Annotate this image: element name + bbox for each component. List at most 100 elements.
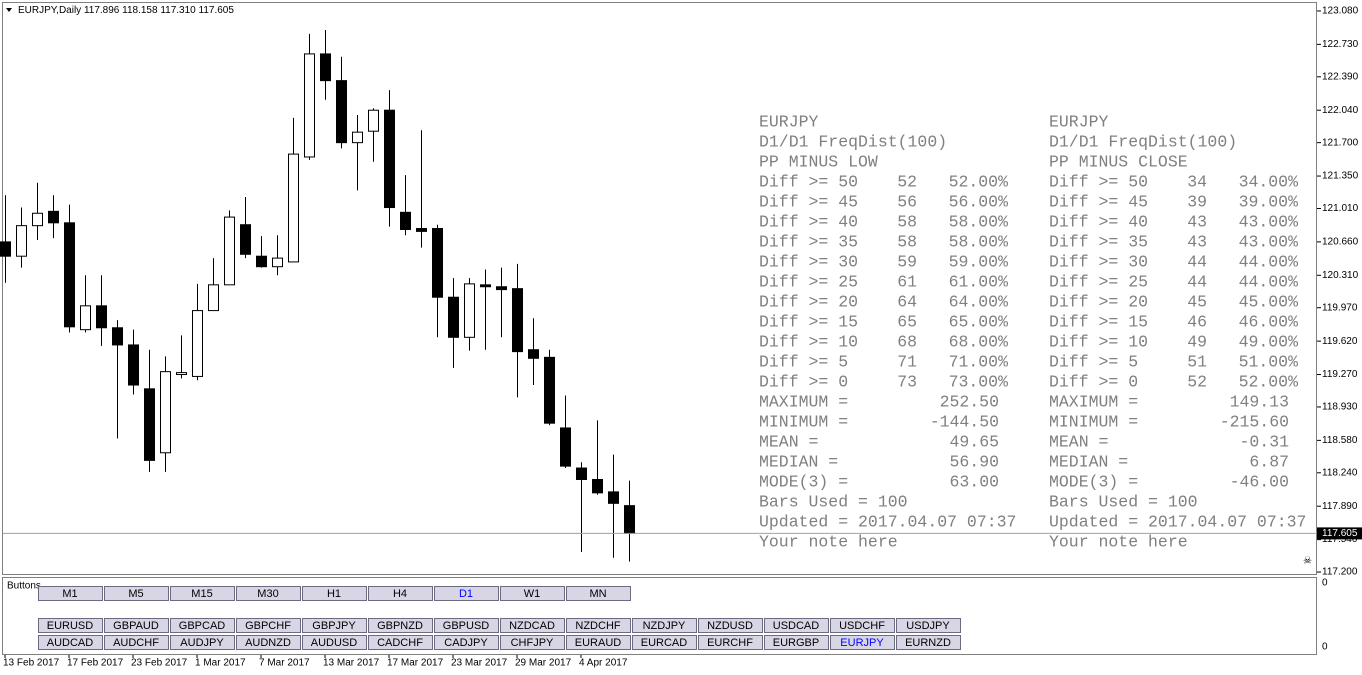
chart-frame [2, 2, 1317, 575]
button[interactable]: CADCHF [368, 635, 433, 650]
button-label: GBPJPY [312, 620, 356, 632]
stat-value: -0.31 [1239, 432, 1289, 451]
button[interactable]: USDCAD [764, 618, 829, 633]
button-label: H4 [393, 588, 407, 600]
freq-label: Diff >= 50 [759, 172, 858, 191]
button-label: M30 [257, 588, 278, 600]
candle-body [496, 286, 507, 291]
button[interactable]: EURCHF [698, 635, 763, 650]
button[interactable]: M30 [236, 586, 301, 601]
button[interactable]: NZDCAD [500, 618, 565, 633]
button[interactable]: EURJPY [830, 635, 895, 650]
freq-label: Diff >= 30 [1049, 252, 1148, 271]
button-face [170, 586, 235, 601]
stat-value: 56.90 [949, 452, 999, 471]
candle-body [288, 153, 299, 263]
button[interactable]: NZDCHF [566, 618, 631, 633]
button[interactable]: EURUSD [38, 618, 103, 633]
button-label: GBPCAD [179, 620, 226, 632]
button-face [302, 635, 367, 650]
button-label: GBPAUD [113, 620, 159, 632]
freq-count: 39 [1187, 192, 1207, 211]
button[interactable]: AUDUSD [302, 635, 367, 650]
freq-label: Diff >= 35 [759, 232, 858, 251]
button-face [896, 618, 961, 633]
button-label: GBPNZD [377, 620, 423, 632]
freq-label: Diff >= 0 [1049, 372, 1138, 391]
button[interactable]: USDCHF [830, 618, 895, 633]
button[interactable]: EURNZD [896, 635, 961, 650]
button[interactable]: USDJPY [896, 618, 961, 633]
button-face [38, 635, 103, 650]
freq-pct: 52.00% [1239, 372, 1299, 391]
button[interactable]: CADJPY [434, 635, 499, 650]
button[interactable]: AUDNZD [236, 635, 301, 650]
candle-body [112, 327, 123, 346]
stat-label: MEDIAN = [1049, 452, 1128, 471]
freq-label: Diff >= 45 [759, 192, 858, 211]
y-tick-label: 122.040 [1322, 105, 1359, 116]
button[interactable]: CHFJPY [500, 635, 565, 650]
button-face [236, 618, 301, 633]
freq-label: Diff >= 10 [759, 332, 858, 351]
button[interactable]: W1 [500, 586, 565, 601]
button-face [500, 635, 565, 650]
button-face [38, 618, 103, 633]
freq-label: Diff >= 25 [759, 272, 858, 291]
button-face [896, 635, 961, 650]
freq-pct: 34.00% [1239, 172, 1299, 191]
button[interactable]: GBPJPY [302, 618, 367, 633]
button[interactable]: EURCAD [632, 635, 697, 650]
stat-label: MEDIAN = [759, 452, 838, 471]
button[interactable]: NZDUSD [698, 618, 763, 633]
candle-body [144, 388, 155, 461]
freq-label: Diff >= 20 [759, 292, 858, 311]
y-tick-label: 117.890 [1322, 501, 1358, 512]
button-face [434, 586, 499, 601]
button[interactable]: GBPUSD [434, 618, 499, 633]
button-label: H1 [327, 588, 341, 600]
button-label: AUDCHF [113, 637, 159, 649]
stat-value: 6.87 [1249, 452, 1289, 471]
button[interactable]: M1 [38, 586, 103, 601]
freq-pct: 59.00% [949, 252, 1009, 271]
candle-body [432, 228, 443, 298]
button[interactable]: AUDJPY [170, 635, 235, 650]
freq-count: 58 [897, 232, 917, 251]
button[interactable]: EURGBP [764, 635, 829, 650]
button[interactable]: GBPNZD [368, 618, 433, 633]
button[interactable]: H1 [302, 586, 367, 601]
freq-label: Diff >= 40 [759, 212, 858, 231]
button[interactable]: GBPCHF [236, 618, 301, 633]
bars-used: Bars Used = 100 [1049, 492, 1198, 511]
button[interactable]: M15 [170, 586, 235, 601]
candle-body [384, 109, 395, 209]
freq-count: 46 [1187, 312, 1207, 331]
button[interactable]: GBPCAD [170, 618, 235, 633]
button[interactable]: EURAUD [566, 635, 631, 650]
stat-value: -46.00 [1230, 472, 1289, 491]
freq-count: 56 [897, 192, 917, 211]
stat-value: 63.00 [949, 472, 999, 491]
button[interactable]: H4 [368, 586, 433, 601]
y-tick-label: 120.310 [1322, 270, 1359, 281]
freq-label: Diff >= 25 [1049, 272, 1148, 291]
button-face [434, 635, 499, 650]
button-face [170, 618, 235, 633]
y-tick-label: 119.970 [1322, 302, 1358, 313]
button-face [170, 635, 235, 650]
freq-pct: 44.00% [1239, 272, 1299, 291]
button[interactable]: AUDCAD [38, 635, 103, 650]
button[interactable]: D1 [434, 586, 499, 601]
button[interactable]: M5 [104, 586, 169, 601]
button[interactable]: GBPAUD [104, 618, 169, 633]
button-face [236, 635, 301, 650]
button[interactable]: NZDJPY [632, 618, 697, 633]
button[interactable]: AUDCHF [104, 635, 169, 650]
y-tick-label: 118.240 [1322, 467, 1358, 478]
y-tick-label: 117.540 [1322, 534, 1358, 545]
button-label: EURGBP [773, 637, 819, 649]
button-face [830, 618, 895, 633]
y-tick-label: 121.010 [1322, 203, 1359, 214]
button[interactable]: MN [566, 586, 631, 601]
